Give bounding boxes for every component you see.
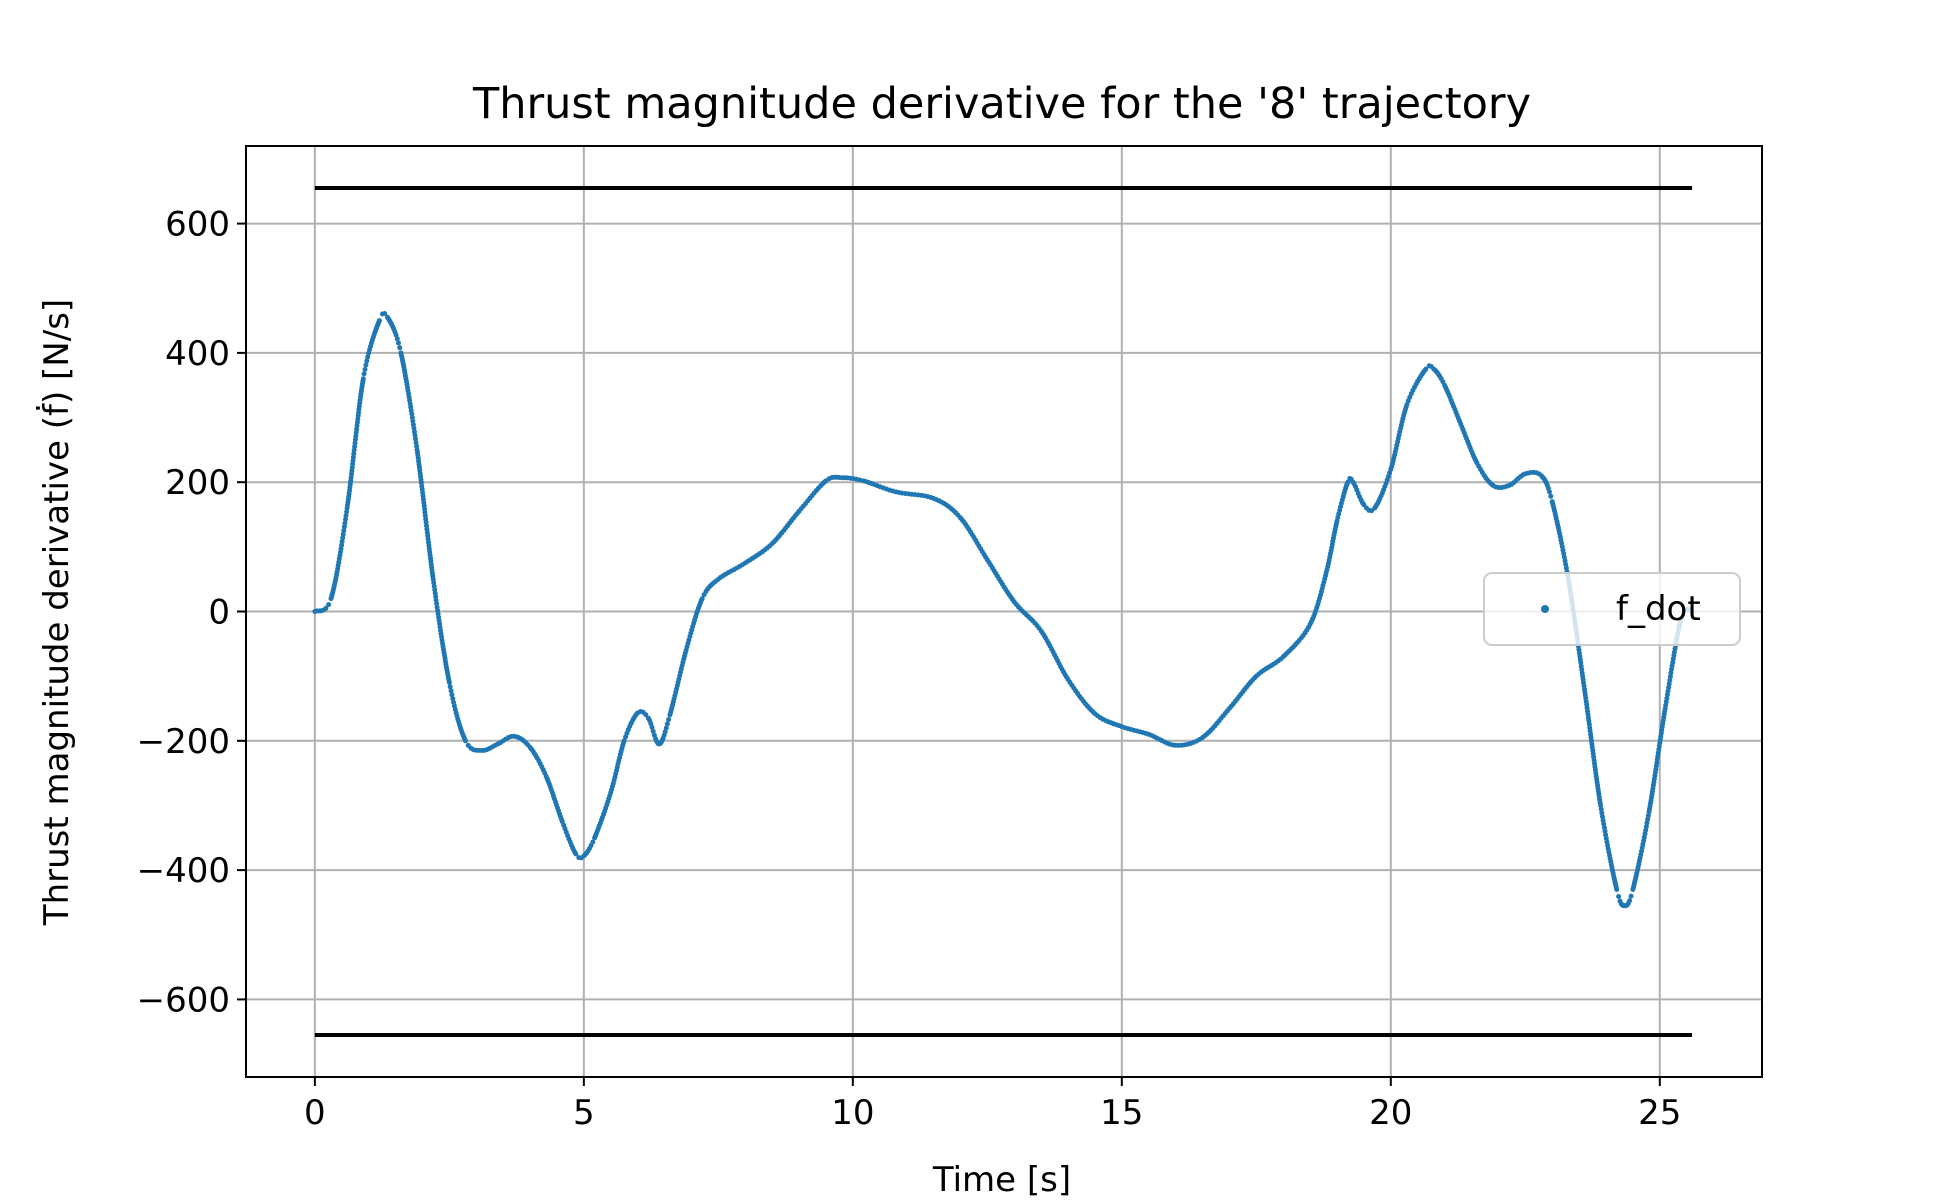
grid bbox=[246, 146, 1762, 1077]
data-point bbox=[340, 535, 346, 541]
data-point bbox=[643, 712, 649, 718]
data-point bbox=[361, 371, 367, 377]
data-point bbox=[394, 336, 400, 342]
data-point bbox=[1563, 565, 1569, 571]
y-tick-label: 0 bbox=[208, 593, 230, 633]
y-tick-label: −200 bbox=[137, 722, 230, 762]
data-point bbox=[1404, 402, 1410, 408]
x-tick-label: 25 bbox=[1638, 1093, 1681, 1133]
y-axis-label: Thrust magnitude derivative (ḟ) [N/s] bbox=[36, 299, 77, 926]
data-point bbox=[1600, 817, 1606, 823]
data-point bbox=[1548, 493, 1554, 499]
data-point bbox=[341, 528, 347, 534]
data-point bbox=[413, 436, 418, 442]
legend-label-f-dot: f_dot bbox=[1616, 589, 1701, 629]
data-point bbox=[664, 721, 670, 727]
data-point bbox=[447, 684, 453, 690]
data-point bbox=[666, 717, 672, 722]
data-point bbox=[326, 602, 332, 608]
data-point bbox=[662, 729, 668, 735]
data-point bbox=[1599, 810, 1605, 816]
data-point bbox=[342, 520, 348, 526]
x-tick-label: 20 bbox=[1369, 1093, 1412, 1133]
data-point bbox=[446, 680, 452, 686]
data-point bbox=[360, 376, 366, 382]
data-point bbox=[1627, 898, 1633, 904]
x-axis-ticks: 0 5 10 15 20 25 bbox=[304, 1077, 1681, 1133]
data-point bbox=[448, 688, 454, 694]
data-point bbox=[650, 728, 656, 734]
y-tick-label: −600 bbox=[137, 980, 230, 1020]
data-point bbox=[573, 851, 579, 857]
data-point bbox=[1628, 893, 1634, 899]
data-point bbox=[1667, 677, 1673, 683]
legend: f_dot bbox=[1483, 572, 1741, 646]
data-point bbox=[1616, 894, 1622, 899]
bound-lines bbox=[314, 186, 1693, 1037]
data-point bbox=[343, 516, 348, 522]
data-point bbox=[376, 318, 382, 324]
data-point bbox=[1598, 803, 1604, 808]
data-point bbox=[1345, 479, 1351, 485]
data-point bbox=[1598, 806, 1604, 812]
data-point bbox=[396, 340, 401, 346]
y-tick-label: −400 bbox=[137, 851, 230, 891]
y-tick-label: 400 bbox=[165, 334, 230, 374]
data-point bbox=[344, 509, 350, 515]
data-point bbox=[1547, 489, 1552, 495]
series-f-dot bbox=[312, 311, 1695, 909]
legend-marker bbox=[1541, 605, 1549, 613]
data-point bbox=[343, 513, 349, 519]
x-tick-label: 10 bbox=[831, 1093, 874, 1133]
data-point bbox=[590, 839, 596, 845]
data-point bbox=[362, 366, 368, 372]
x-axis-label: Time [s] bbox=[932, 1160, 1071, 1200]
y-axis-ticks: −600 −400 −200 0 200 400 600 bbox=[137, 205, 246, 1020]
data-point bbox=[1614, 887, 1620, 892]
data-point bbox=[323, 605, 329, 611]
chart-title: Thrust magnitude derivative for the '8' … bbox=[472, 79, 1531, 129]
x-tick-label: 0 bbox=[304, 1093, 326, 1133]
data-point bbox=[363, 362, 369, 368]
data-point bbox=[1643, 824, 1649, 829]
data-point bbox=[341, 524, 347, 530]
data-point bbox=[340, 531, 346, 537]
data-point bbox=[393, 332, 399, 338]
data-point bbox=[382, 311, 388, 316]
data-point bbox=[621, 738, 627, 744]
data-point bbox=[1423, 366, 1429, 372]
data-point bbox=[414, 443, 420, 449]
data-point bbox=[1645, 813, 1651, 819]
data-point bbox=[397, 345, 403, 351]
data-point bbox=[663, 725, 669, 731]
data-point bbox=[449, 692, 455, 698]
data-point bbox=[365, 354, 371, 360]
x-tick-label: 5 bbox=[573, 1093, 595, 1133]
data-point bbox=[463, 738, 468, 744]
data-point bbox=[1599, 814, 1605, 820]
legend-box bbox=[1483, 572, 1741, 646]
data-point bbox=[699, 596, 705, 602]
data-point bbox=[364, 358, 370, 364]
x-tick-label: 15 bbox=[1100, 1093, 1143, 1133]
y-tick-label: 200 bbox=[165, 463, 230, 503]
y-tick-label: 600 bbox=[165, 205, 230, 245]
data-point bbox=[649, 724, 655, 730]
